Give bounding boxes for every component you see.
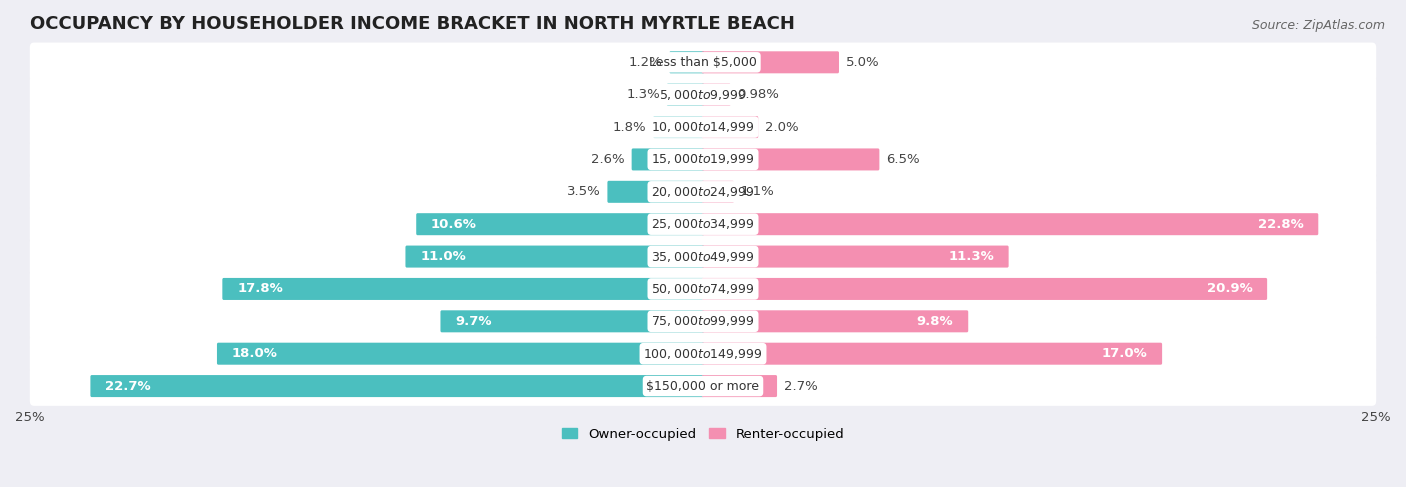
FancyBboxPatch shape bbox=[669, 51, 704, 74]
FancyBboxPatch shape bbox=[607, 181, 704, 203]
FancyBboxPatch shape bbox=[654, 116, 704, 138]
FancyBboxPatch shape bbox=[30, 107, 1376, 147]
Text: 11.0%: 11.0% bbox=[420, 250, 465, 263]
FancyBboxPatch shape bbox=[702, 343, 1163, 365]
FancyBboxPatch shape bbox=[440, 310, 704, 332]
FancyBboxPatch shape bbox=[30, 301, 1376, 341]
Text: 2.6%: 2.6% bbox=[592, 153, 624, 166]
FancyBboxPatch shape bbox=[631, 149, 704, 170]
Text: $75,000 to $99,999: $75,000 to $99,999 bbox=[651, 314, 755, 328]
FancyBboxPatch shape bbox=[702, 310, 969, 332]
Text: 10.6%: 10.6% bbox=[432, 218, 477, 231]
Text: 17.8%: 17.8% bbox=[238, 282, 283, 296]
FancyBboxPatch shape bbox=[30, 366, 1376, 406]
Text: $5,000 to $9,999: $5,000 to $9,999 bbox=[659, 88, 747, 102]
Text: 5.0%: 5.0% bbox=[846, 56, 879, 69]
FancyBboxPatch shape bbox=[702, 51, 839, 74]
Text: OCCUPANCY BY HOUSEHOLDER INCOME BRACKET IN NORTH MYRTLE BEACH: OCCUPANCY BY HOUSEHOLDER INCOME BRACKET … bbox=[30, 15, 794, 33]
Text: 1.2%: 1.2% bbox=[628, 56, 662, 69]
Text: 9.8%: 9.8% bbox=[917, 315, 953, 328]
Text: $25,000 to $34,999: $25,000 to $34,999 bbox=[651, 217, 755, 231]
Text: 22.8%: 22.8% bbox=[1258, 218, 1303, 231]
FancyBboxPatch shape bbox=[30, 237, 1376, 276]
FancyBboxPatch shape bbox=[30, 42, 1376, 82]
FancyBboxPatch shape bbox=[90, 375, 704, 397]
FancyBboxPatch shape bbox=[702, 213, 1319, 235]
Text: 9.7%: 9.7% bbox=[456, 315, 492, 328]
FancyBboxPatch shape bbox=[702, 245, 1008, 267]
FancyBboxPatch shape bbox=[702, 181, 734, 203]
Text: $35,000 to $49,999: $35,000 to $49,999 bbox=[651, 249, 755, 263]
FancyBboxPatch shape bbox=[217, 343, 704, 365]
FancyBboxPatch shape bbox=[702, 116, 758, 138]
Text: $100,000 to $149,999: $100,000 to $149,999 bbox=[644, 347, 762, 361]
FancyBboxPatch shape bbox=[30, 172, 1376, 211]
Text: 6.5%: 6.5% bbox=[886, 153, 920, 166]
Text: 2.7%: 2.7% bbox=[783, 379, 817, 393]
Text: $150,000 or more: $150,000 or more bbox=[647, 379, 759, 393]
Text: 17.0%: 17.0% bbox=[1101, 347, 1147, 360]
FancyBboxPatch shape bbox=[30, 269, 1376, 309]
Text: 20.9%: 20.9% bbox=[1206, 282, 1253, 296]
FancyBboxPatch shape bbox=[666, 84, 704, 106]
Text: Less than $5,000: Less than $5,000 bbox=[650, 56, 756, 69]
FancyBboxPatch shape bbox=[30, 75, 1376, 114]
FancyBboxPatch shape bbox=[702, 375, 778, 397]
Text: 1.8%: 1.8% bbox=[613, 121, 647, 133]
Text: 3.5%: 3.5% bbox=[567, 186, 600, 198]
Text: 2.0%: 2.0% bbox=[765, 121, 799, 133]
Text: 18.0%: 18.0% bbox=[232, 347, 277, 360]
FancyBboxPatch shape bbox=[702, 84, 731, 106]
Text: 11.3%: 11.3% bbox=[948, 250, 994, 263]
Text: Source: ZipAtlas.com: Source: ZipAtlas.com bbox=[1251, 19, 1385, 33]
Text: $15,000 to $19,999: $15,000 to $19,999 bbox=[651, 152, 755, 167]
Text: 1.1%: 1.1% bbox=[741, 186, 775, 198]
Text: 0.98%: 0.98% bbox=[738, 88, 779, 101]
Text: $10,000 to $14,999: $10,000 to $14,999 bbox=[651, 120, 755, 134]
Text: 22.7%: 22.7% bbox=[105, 379, 150, 393]
Text: 1.3%: 1.3% bbox=[626, 88, 659, 101]
Text: $20,000 to $24,999: $20,000 to $24,999 bbox=[651, 185, 755, 199]
FancyBboxPatch shape bbox=[702, 278, 1267, 300]
FancyBboxPatch shape bbox=[30, 334, 1376, 374]
FancyBboxPatch shape bbox=[405, 245, 704, 267]
FancyBboxPatch shape bbox=[30, 140, 1376, 179]
Legend: Owner-occupied, Renter-occupied: Owner-occupied, Renter-occupied bbox=[557, 423, 849, 446]
FancyBboxPatch shape bbox=[416, 213, 704, 235]
FancyBboxPatch shape bbox=[702, 149, 879, 170]
FancyBboxPatch shape bbox=[222, 278, 704, 300]
Text: $50,000 to $74,999: $50,000 to $74,999 bbox=[651, 282, 755, 296]
FancyBboxPatch shape bbox=[30, 205, 1376, 244]
